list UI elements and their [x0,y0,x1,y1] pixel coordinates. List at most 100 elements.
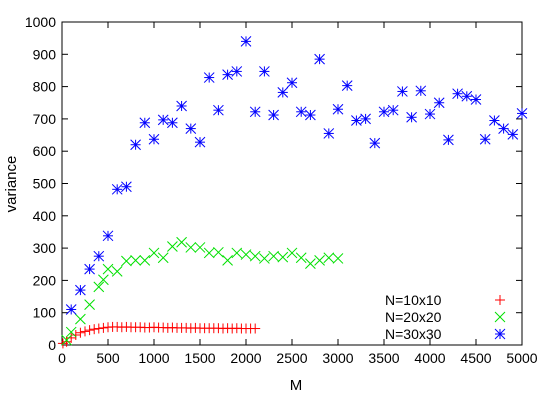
data-point [286,247,298,259]
data-point [332,103,344,115]
data-point [176,236,187,248]
data-point [249,106,261,118]
x-axis-label: M [290,377,303,394]
legend-label-n10x10: N=10x10 [385,292,442,308]
data-point [259,253,270,264]
data-point [130,139,141,151]
data-point [240,249,252,260]
data-point [387,104,399,116]
x-tick-label: 4500 [460,350,491,366]
data-point [231,66,243,77]
data-point [222,255,233,266]
data-point [406,111,417,123]
data-point [93,281,105,293]
data-point [98,322,109,333]
data-point [102,230,114,242]
data-point [102,263,114,275]
series-n20x20 [61,236,344,346]
data-point [498,123,509,134]
data-point [305,109,316,121]
data-point [323,128,335,139]
data-point [167,117,178,129]
data-point [507,129,519,140]
y-tick-label: 300 [33,240,57,256]
data-point [203,247,215,259]
data-point [295,252,307,264]
x-tick-label: 1000 [138,350,169,366]
legend-marker [494,311,506,323]
y-tick-label: 700 [33,111,57,127]
y-tick-label: 400 [33,208,57,224]
data-point [185,123,197,134]
data-point [323,252,335,264]
data-point [360,113,371,125]
data-point [157,252,169,264]
data-point [259,66,270,77]
data-point [341,80,353,91]
data-point [305,258,316,269]
data-point [516,108,528,119]
y-tick-label: 100 [33,305,57,321]
data-point [203,72,215,83]
data-point [61,336,72,347]
data-point [148,247,160,259]
data-point [277,251,289,263]
y-tick-label: 1000 [25,14,56,30]
data-point [479,133,491,145]
legend-marker [494,328,506,340]
data-point [80,326,90,337]
x-tick-label: 500 [96,350,120,366]
legend: N=10x10 N=20x20 N=30x30 [385,292,506,342]
data-point [93,250,105,262]
x-tick-label: 0 [58,350,66,366]
data-point [250,323,261,334]
data-point [98,274,109,286]
legend-row-n10x10: N=10x10 [385,292,505,308]
data-point [415,85,427,97]
data-point [89,324,100,335]
x-tick-label: 1500 [184,350,215,366]
data-point [213,246,224,258]
data-point [443,134,454,146]
data-point [461,90,473,102]
data-point [268,250,279,262]
data-point [130,255,141,266]
data-point [249,250,261,262]
data-point [397,86,408,97]
data-point [277,87,289,98]
data-point [433,97,445,109]
data-point [314,255,325,266]
y-tick-label: 0 [48,337,56,353]
x-tick-label: 2000 [230,350,261,366]
data-point [111,183,123,195]
data-point [65,326,77,338]
data-point [61,334,72,346]
data-point [84,263,95,275]
data-point [139,255,151,266]
x-tick-label: 5000 [506,350,537,366]
x-tick-label: 4000 [414,350,445,366]
legend-label-n30x30: N=30x30 [385,326,442,342]
y-tick-label: 200 [33,272,57,288]
data-point [213,104,224,116]
data-point [489,115,500,126]
y-tick-label: 600 [33,143,57,159]
x-tick-label: 2500 [276,350,307,366]
data-point [222,69,233,81]
x-tick-label: 3000 [322,350,353,366]
data-point [332,253,344,264]
data-point [351,115,362,126]
x-tick-label: 3500 [368,350,399,366]
data-point [121,255,132,267]
data-point [231,247,243,259]
data-point [75,313,86,325]
data-point [70,329,81,340]
data-point [167,241,178,252]
series-n30x30 [65,36,528,315]
data-point [452,88,463,100]
data-point [314,53,325,65]
data-point [139,117,151,129]
legend-label-n20x20: N=20x20 [385,309,442,325]
